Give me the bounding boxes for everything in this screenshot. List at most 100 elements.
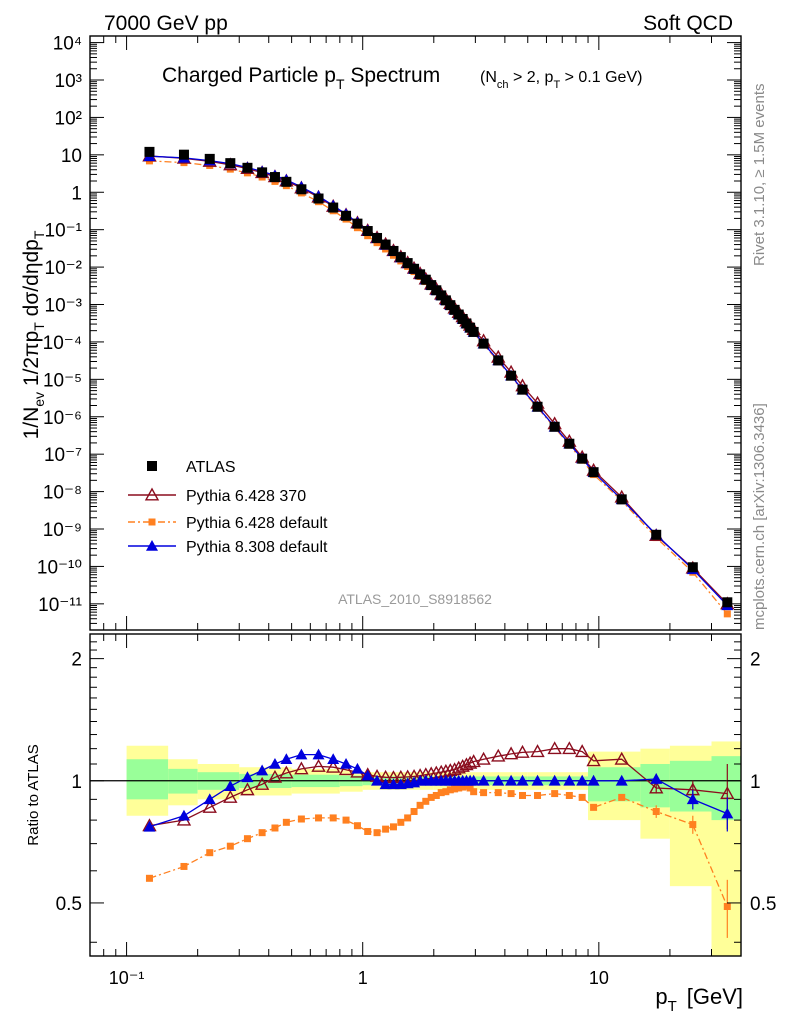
ratio-y-tick-label: 0.5 [56,894,82,915]
ratio-point-pythia-8-308-default [203,793,216,805]
main-title-cuts: (Nch > 2, pT > 0.1 GeV) [480,69,642,91]
ratio-point-pythia-6-428-default [551,790,559,798]
ratio-point-pythia-6-428-default [590,803,598,811]
ratio-point-pythia-8-308-default [256,764,269,776]
ratio-point-pythia-6-428-default [389,823,397,831]
ratio-y-tick-label-right: 0.5 [750,894,776,915]
ratio-point-pythia-6-428-default [518,791,526,799]
main-point-atlas [328,202,339,213]
legend-marker-atlas [147,461,157,471]
legend: ATLAS Pythia 6.428 370 Pythia 6.428 defaul… [128,459,328,556]
main-point-atlas [517,384,528,395]
ratio-point-pythia-8-308-default [268,757,281,769]
legend-marker-pythia-6-428-370 [144,487,160,501]
ratio-point-pythia-6-428-default [416,801,424,809]
main-point-atlas [431,285,442,296]
ratio-point-pythia-6-428-370 [476,751,491,765]
ratio-point-pythia-6-428-370 [267,769,283,783]
main-point-atlas [532,401,543,412]
main-point-atlas [426,280,437,291]
ratio-point-pythia-6-428-default [455,784,463,792]
ratio-point-pythia-6-428-default [618,793,626,801]
cut-close: > 0.1 GeV) [560,69,642,86]
ratio-point-pythia-8-308-default [327,753,340,765]
y-tick-label: 10⁻² [45,258,83,279]
main-ylabel-sub-t2: T [31,230,47,239]
main-ylabel-end: dσ/dηdp [20,239,43,322]
ratio-y-tick-label-right: 2 [750,650,761,671]
main-point-atlas [651,529,662,540]
ratio-point-pythia-8-308-default [492,774,505,786]
y-tick-label: 10⁻⁶ [43,408,82,429]
ratio-point-pythia-6-428-370 [562,741,577,755]
main-point-atlas [296,184,307,195]
main-frame [89,35,742,631]
ratio-point-pythia-6-428-default [404,814,412,822]
main-point-atlas [588,467,599,478]
ratio-point-pythia-6-428-default [437,789,445,797]
y-tick-label: 10⁻⁵ [43,370,82,391]
ratio-point-pythia-6-428-default [297,815,305,823]
ratio-point-pythia-6-428-default [422,797,430,805]
main-ylabel-text: 1/N [20,407,43,440]
main-point-atlas [380,239,391,250]
main-point-atlas [372,232,383,243]
energy-label: 7000 GeV pp [104,12,228,35]
band-inner [126,759,169,800]
ratio-point-pythia-6-428-370 [491,748,506,762]
main-point-atlas [362,226,373,237]
ratio-point-pythia-6-428-default [145,874,153,882]
y-tick-label: 10⁻¹ [45,221,83,242]
ratio-point-pythia-6-428-default [373,829,381,837]
ratio-point-pythia-6-428-370 [503,746,519,760]
ratio-point-pythia-6-428-370 [279,765,294,779]
ratio-point-pythia-6-428-default [652,808,660,816]
main-point-atlas [478,338,489,349]
ratio-point-pythia-6-428-default [271,824,279,832]
ratio-point-pythia-8-308-default [312,748,325,760]
ratio-point-pythia-6-428-370 [326,759,341,773]
main-point-atlas [402,258,413,269]
ratio-point-pythia-8-308-default [505,774,518,786]
main-point-atlas [420,274,431,285]
ratio-point-pythia-6-428-default [689,821,697,829]
ratio-point-pythia-6-428-default [578,793,586,801]
legend-label-pythia-6-428-default: Pythia 6.428 default [186,515,328,532]
main-point-atlas [388,245,399,256]
main-series [142,146,735,618]
ratio-point-pythia-8-308-default [531,774,544,786]
ratio-point-pythia-6-428-370 [586,753,601,767]
ratio-point-pythia-6-428-370 [202,799,217,813]
ratio-point-pythia-6-428-370 [574,744,590,758]
ratio-point-pythia-6-428-default [364,827,372,835]
main-title-rest: Spectrum [345,64,441,87]
ratio-point-pythia-6-428-370 [530,744,545,758]
main-point-atlas [415,269,426,280]
category-label: Soft QCD [643,12,733,35]
ratio-point-pythia-6-428-370 [547,741,562,755]
x-tick-label: 10 [589,968,609,988]
ratio-point-pythia-6-428-default [459,783,467,791]
ratio-point-pythia-6-428-default [723,902,731,910]
ratio-point-pythia-6-428-370 [311,758,326,772]
axes: 10⁻¹ 1 10 10⁴ 10³ 10² 10 1 10⁻¹ 10⁻² 10⁻³ 10⁻⁴ 10⁻⁵ 1… [37,34,777,988]
ratio-point-pythia-6-428-default [432,791,440,799]
ratio-point-pythia-8-308-default [177,809,190,821]
ratio-point-pythia-6-428-default [397,818,405,826]
ratio-frame [89,633,742,957]
ratio-point-pythia-6-428-default [466,784,474,792]
ratio-point-pythia-8-308-default [379,778,392,790]
ratio-point-pythia-6-428-default [243,835,251,843]
y-tick-label: 10⁴ [53,34,82,55]
ratio-point-pythia-6-428-default [206,849,214,857]
y-tick-label: 10³ [55,71,82,92]
ratio-y-tick-label-right: 1 [750,772,761,793]
ratio-point-pythia-6-428-370 [466,754,481,768]
ratio-point-pythia-6-428-370 [462,755,478,769]
main-title: Charged Particle pT Spectrum [162,64,440,92]
ratio-point-pythia-6-428-default [315,814,323,822]
main-point-atlas [352,218,363,229]
side-label-mcplots: mcplots.cern.ch [arXiv:1306.3436] [751,403,768,630]
main-point-pythia-6-428-default [723,610,731,618]
